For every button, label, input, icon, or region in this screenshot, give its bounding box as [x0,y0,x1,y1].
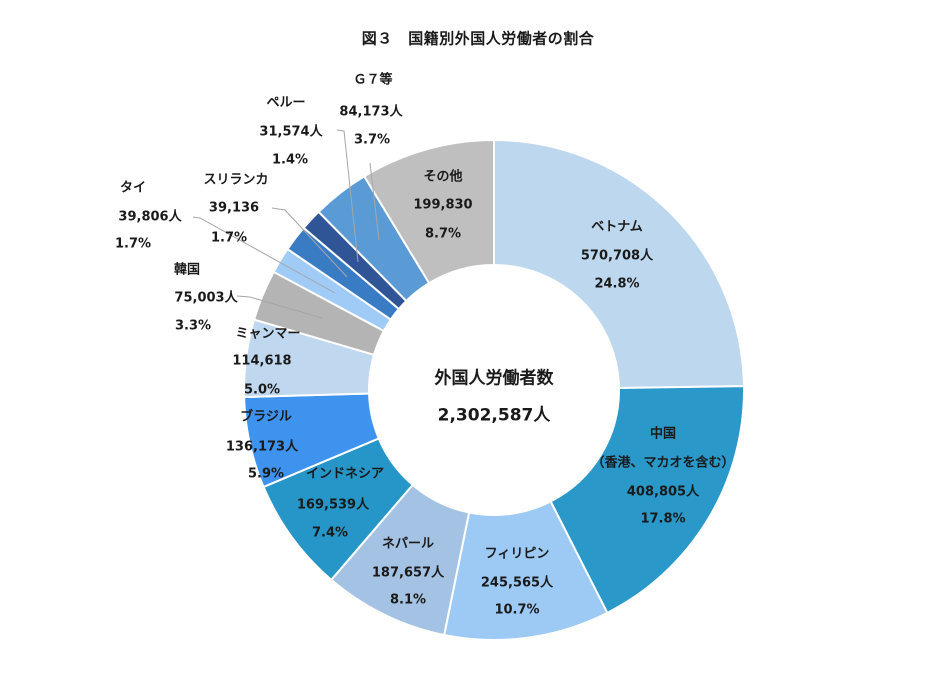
label-nepal-pct: 8.1% [389,592,427,608]
label-china-pct: 17.8% [640,511,686,527]
label-indonesia-value: 169,539人 [296,497,370,513]
label-myanmar-value: 114,618 [232,353,292,369]
label-indonesia-pct: 7.4% [311,525,349,541]
label-g7-value: 84,173人 [339,104,403,120]
label-g7-pct: 3.7% [353,132,391,148]
label-philippines-value: 245,565人 [480,575,554,591]
label-nepal-name: ネパール [381,536,435,552]
label-brazil-pct: 5.9% [247,466,285,482]
label-srilanka-name: スリランカ [203,172,269,188]
label-korea-value: 75,003人 [174,290,238,306]
label-thailand-value: 39,806人 [118,209,182,225]
label-thailand-pct: 1.7% [114,236,152,252]
label-vietnam-name: ベトナム [591,219,643,235]
leader-line-thailand [192,216,336,294]
label-peru-pct: 1.4% [271,152,309,168]
label-nepal-value: 187,657人 [371,565,445,581]
label-myanmar-pct: 5.0% [243,382,281,398]
label-philippines-pct: 10.7% [494,602,540,618]
label-indonesia-name: インドネシア [305,466,385,482]
label-srilanka-value: 39,136 [208,200,260,216]
leader-line-srilanka [271,207,348,278]
label-brazil-name: ブラジル [240,409,292,425]
label-korea-name: 韓国 [173,262,201,278]
label-china-value: 408,805人 [626,484,700,500]
chart-title: 図３ 国籍別外国人労働者の割合 [361,29,595,48]
leader-line-korea [236,295,323,319]
label-others-name: その他 [423,169,463,185]
label-peru-value: 31,574人 [259,124,323,140]
label-others-value: 199,830 [413,197,473,213]
donut-slices [243,138,745,641]
slice-china [549,385,745,615]
leader-line-peru [336,129,359,263]
center-total: 2,302,587人 [437,405,551,426]
label-others-pct: 8.7% [424,226,462,242]
label-philippines-name: フィリピン [484,546,550,562]
label-srilanka-pct: 1.7% [210,230,248,246]
label-thailand-name: タイ [119,180,147,196]
label-myanmar-name: ミャンマー [235,326,301,342]
label-brazil-value: 136,173人 [225,439,299,455]
slice-vietnam [493,138,745,390]
leader-line-g7 [369,162,380,241]
label-vietnam-pct: 24.8% [594,276,640,292]
label-korea-pct: 3.3% [174,318,212,334]
label-china-name: 中国 [649,426,677,442]
label-peru-name: ペルー [266,95,306,111]
label-china-sub: （香港、マカオを含む） [591,455,735,471]
label-vietnam-value: 570,708人 [580,248,654,264]
slice-others [362,138,495,285]
label-g7-name: Ｇ７等 [353,72,393,88]
center-label: 外国人労働者数 [434,368,554,389]
